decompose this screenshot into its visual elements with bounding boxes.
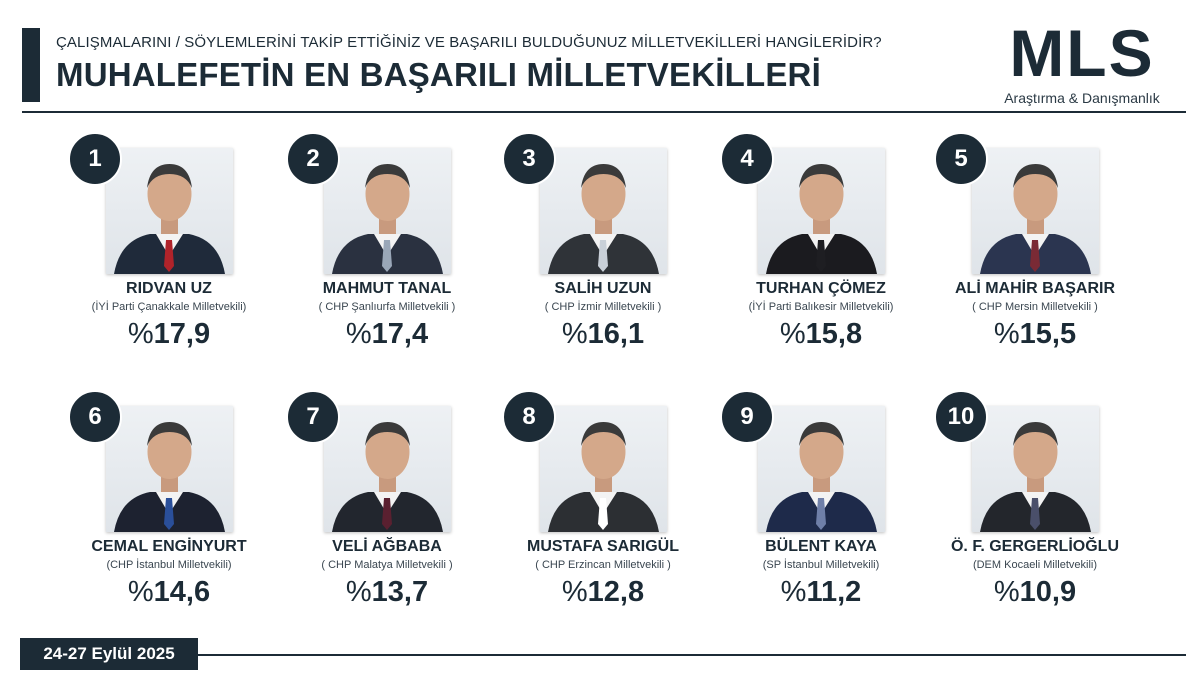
mp-party: ( CHP Şanlıurfa Milletvekili ) [318, 301, 456, 313]
percent-value: 17,9 [153, 318, 211, 350]
mls-logo: MLS Araştırma & Danışmanlık [992, 20, 1172, 106]
portrait-photo [758, 148, 885, 274]
percent-value: 16,1 [587, 318, 645, 350]
rank-badge: 1 [68, 132, 122, 186]
portrait-photo [106, 406, 233, 532]
rank-badge: 5 [934, 132, 988, 186]
mp-percentage: %14,6 [68, 576, 270, 609]
percent-value: 15,5 [1019, 318, 1077, 350]
portrait-silhouette [332, 164, 443, 274]
portrait-silhouette [766, 164, 877, 274]
header-divider [22, 111, 1186, 113]
mp-name: CEMAL ENGİNYURT [91, 538, 247, 555]
percent-symbol: % [561, 576, 588, 608]
mp-party: (DEM Kocaeli Milletvekili) [972, 559, 1098, 571]
ranking-card-8: 8 MUSTAFA SARIGÜL ( CHP Erzincan Milletv… [502, 390, 712, 626]
mp-name: RIDVAN UZ [126, 280, 212, 297]
portrait-silhouette [114, 422, 225, 532]
portrait-photo [106, 148, 233, 274]
percent-symbol: % [561, 318, 588, 350]
mp-name: MAHMUT TANAL [322, 280, 452, 297]
rank-badge: 10 [934, 390, 988, 444]
ranking-card-3: 3 SALİH UZUN ( CHP İzmir Milletvekili ) … [502, 132, 712, 368]
mp-party: ( CHP Erzincan Milletvekili ) [535, 559, 671, 571]
mp-percentage: %10,9 [934, 576, 1136, 609]
rank-badge: 7 [286, 390, 340, 444]
percent-value: 15,8 [805, 318, 863, 350]
footer-divider [198, 654, 1186, 656]
portrait-silhouette [980, 422, 1091, 532]
mp-percentage: %12,8 [502, 576, 704, 609]
mp-percentage: %13,7 [286, 576, 488, 609]
ranking-card-4: 4 TURHAN ÇÖMEZ (İYİ Parti Balıkesir Mill… [720, 132, 930, 368]
percent-symbol: % [993, 576, 1020, 608]
percent-value: 12,8 [587, 576, 645, 608]
ranking-card-9: 9 BÜLENT KAYA (SP İstanbul Milletvekili)… [720, 390, 930, 626]
percent-symbol: % [127, 318, 154, 350]
mp-name: BÜLENT KAYA [765, 538, 877, 555]
portrait-photo [540, 406, 667, 532]
mp-party: ( CHP Malatya Milletvekili ) [321, 559, 453, 571]
rank-badge: 4 [720, 132, 774, 186]
percent-symbol: % [345, 318, 372, 350]
mp-percentage: %17,9 [68, 318, 270, 351]
portrait-silhouette [332, 422, 443, 532]
ranking-card-6: 6 CEMAL ENGİNYURT (CHP İstanbul Milletve… [68, 390, 278, 626]
percent-value: 17,4 [371, 318, 429, 350]
percent-value: 10,9 [1019, 576, 1077, 608]
ranking-card-5: 5 ALİ MAHİR BAŞARIR ( CHP Mersin Milletv… [934, 132, 1144, 368]
ranking-card-7: 7 VELİ AĞBABA ( CHP Malatya Milletvekili… [286, 390, 496, 626]
mp-percentage: %16,1 [502, 318, 704, 351]
rank-badge: 8 [502, 390, 556, 444]
portrait-silhouette [548, 422, 659, 532]
mp-name: VELİ AĞBABA [332, 538, 442, 555]
percent-symbol: % [127, 576, 154, 608]
mp-party: (İYİ Parti Balıkesir Milletvekili) [748, 301, 894, 313]
ranking-card-2: 2 MAHMUT TANAL ( CHP Şanlıurfa Milletvek… [286, 132, 496, 368]
percent-symbol: % [779, 318, 806, 350]
portrait-silhouette [548, 164, 659, 274]
portrait-photo [540, 148, 667, 274]
ranking-card-10: 10 Ö. F. GERGERLİOĞLU (DEM Kocaeli Mille… [934, 390, 1144, 626]
page-title: MUHALEFETİN EN BAŞARILI MİLLETVEKİLLERİ [56, 56, 821, 93]
mp-percentage: %15,8 [720, 318, 922, 351]
mp-name: TURHAN ÇÖMEZ [756, 280, 886, 297]
portrait-silhouette [114, 164, 225, 274]
mp-party: ( CHP Mersin Milletvekili ) [972, 301, 1098, 313]
mp-percentage: %17,4 [286, 318, 488, 351]
mp-name: SALİH UZUN [554, 280, 652, 297]
portrait-photo [972, 148, 1099, 274]
mp-party: (İYİ Parti Çanakkale Milletvekili) [91, 301, 247, 313]
portrait-photo [324, 406, 451, 532]
percent-symbol: % [345, 576, 372, 608]
mp-name: MUSTAFA SARIGÜL [527, 538, 679, 555]
rank-badge: 6 [68, 390, 122, 444]
rank-badge: 9 [720, 390, 774, 444]
logo-wordmark: MLS [1009, 16, 1155, 90]
portrait-photo [758, 406, 885, 532]
survey-date: 24-27 Eylül 2025 [20, 638, 198, 670]
percent-value: 11,2 [806, 576, 862, 608]
percent-value: 14,6 [153, 576, 211, 608]
portrait-photo [972, 406, 1099, 532]
mp-name: Ö. F. GERGERLİOĞLU [950, 538, 1119, 555]
mp-name: ALİ MAHİR BAŞARIR [955, 280, 1115, 297]
percent-symbol: % [780, 576, 807, 608]
percent-value: 13,7 [371, 576, 429, 608]
percent-symbol: % [993, 318, 1020, 350]
mp-party: (SP İstanbul Milletvekili) [762, 559, 880, 571]
ranking-card-1: 1 RIDVAN UZ (İYİ Parti Çanakkale Milletv… [68, 132, 278, 368]
header-accent-bar [22, 28, 40, 102]
portrait-photo [324, 148, 451, 274]
rank-badge: 3 [502, 132, 556, 186]
portrait-silhouette [766, 422, 877, 532]
logo-tagline: Araştırma & Danışmanlık [1004, 90, 1160, 106]
rank-badge: 2 [286, 132, 340, 186]
header-subtitle: ÇALIŞMALARINI / SÖYLEMLERİNİ TAKİP ETTİĞ… [56, 34, 882, 51]
portrait-silhouette [980, 164, 1091, 274]
mp-percentage: %15,5 [934, 318, 1136, 351]
mp-percentage: %11,2 [720, 576, 922, 609]
mp-party: ( CHP İzmir Milletvekili ) [544, 301, 662, 313]
mp-party: (CHP İstanbul Milletvekili) [106, 559, 232, 571]
